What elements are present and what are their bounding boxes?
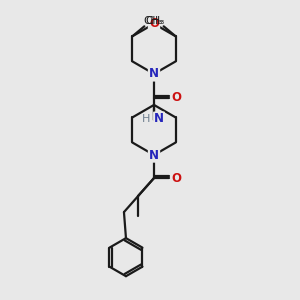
Text: CH₃: CH₃ — [143, 16, 163, 26]
Text: O: O — [149, 17, 159, 30]
Text: N: N — [149, 148, 159, 161]
Text: N: N — [149, 68, 159, 80]
Text: H: H — [142, 114, 150, 124]
Text: O: O — [172, 172, 182, 184]
Text: N: N — [154, 112, 164, 125]
Text: CH₃: CH₃ — [145, 16, 165, 26]
Text: O: O — [172, 92, 182, 104]
